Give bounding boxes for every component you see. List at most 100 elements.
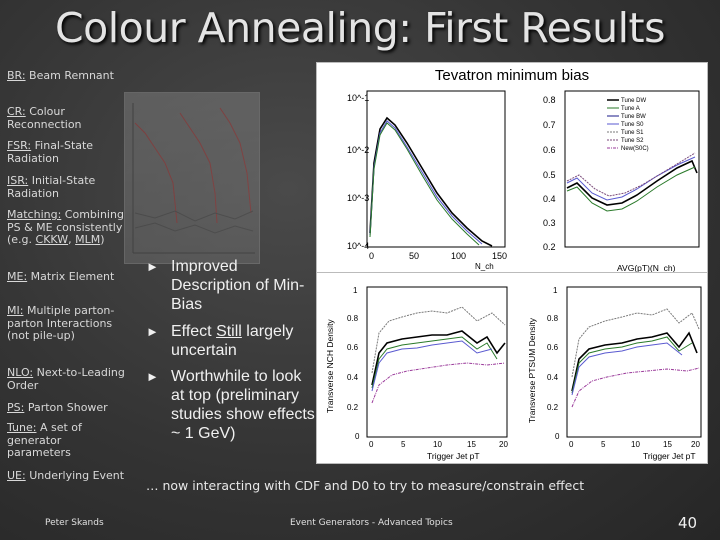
ptsum-density-plot: Transverse PTSUM Density 1 0.8 0.6 0.4 0…	[527, 286, 702, 461]
nch-y-tick-0.2: 0.2	[347, 403, 359, 412]
plot-top-title: Tevatron minimum bias	[434, 67, 590, 84]
legend-s2: Tune S2	[621, 138, 644, 144]
ptsum-curve-s0	[571, 342, 683, 396]
y-tick-0.8: 0.8	[543, 95, 556, 105]
ptsum-curve-new	[571, 367, 700, 408]
bullet-improved: ► Improved Description of Min-Bias	[146, 258, 305, 313]
glossary-ps: PS: Parton Shower	[7, 401, 108, 414]
plot-bottom-svg: Transverse NCH Density 1 0.8 0.6 0.4 0.2…	[325, 286, 702, 461]
glossary-matching: Matching: Combining PS & ME consistently…	[7, 208, 124, 246]
ptsum-x-tick-5: 5	[601, 440, 606, 449]
background-photo	[124, 92, 260, 264]
plot-panel-top: Tevatron minimum bias 10^-1 10^-2 10^-3 …	[316, 62, 708, 274]
multiplicity-frame	[366, 90, 506, 248]
legend-s1: Tune S1	[621, 130, 644, 136]
plot-panel-bottom: Transverse NCH Density 1 0.8 0.6 0.4 0.2…	[316, 272, 708, 464]
legend-s0: Tune S0	[621, 122, 644, 128]
avg-pt-frame	[564, 90, 700, 248]
x-label-avgpt: AVG(pT)(N_ch)	[617, 263, 676, 273]
glossary-fsr: FSR: Final-State Radiation	[7, 139, 94, 165]
ptsum-y-tick-0.6: 0.6	[547, 343, 559, 352]
glossary-br: BR: Beam Remnant	[7, 69, 114, 82]
bullet-worthwhile: ► Worthwhile to look at top (preliminary…	[146, 368, 315, 442]
ptsum-y-tick-0.4: 0.4	[547, 373, 559, 382]
bullet-uncertain-text: Effect Still largely uncertain	[171, 323, 294, 359]
legend-new: New(S0C)	[621, 146, 649, 152]
plot-top-svg: 10^-1 10^-2 10^-3 10^-4 0 50 100 150 N_c…	[347, 90, 700, 273]
y-tick-1e-4: 10^-4	[347, 241, 369, 251]
ptsum-x-tick-0: 0	[569, 440, 574, 449]
glossary-me: ME: Matrix Element	[7, 270, 115, 283]
legend-bw: Tune BW	[621, 114, 646, 120]
nch-curve-s0	[371, 340, 493, 392]
x-label-nch: N_ch	[475, 262, 494, 271]
footer-talk-title: Event Generators - Advanced Topics	[290, 518, 453, 528]
y-tick-0.6: 0.6	[543, 145, 556, 155]
y-tick-1e-2: 10^-2	[347, 145, 369, 155]
ptsum-curve-s1	[571, 308, 700, 378]
glossary-cr: CR: Colour Reconnection	[7, 105, 82, 131]
ptsum-y-tick-0.8: 0.8	[547, 314, 559, 323]
nch-x-tick-15: 15	[467, 440, 476, 449]
nch-curve-s1	[371, 306, 506, 374]
nch-curve-a	[371, 336, 498, 389]
ptsum-y-tick-1: 1	[553, 286, 558, 295]
nch-x-tick-0: 0	[369, 440, 374, 449]
glossary-mi: MI: Multiple parton-parton Interactions …	[7, 304, 115, 342]
y-tick-0.5: 0.5	[543, 170, 556, 180]
y-label-nch-density: Transverse NCH Density	[325, 319, 335, 413]
ptsum-x-tick-10: 10	[631, 440, 640, 449]
glossary-isr: ISR: Initial-State Radiation	[7, 174, 96, 200]
nch-density-plot: Transverse NCH Density 1 0.8 0.6 0.4 0.2…	[325, 286, 508, 461]
slide-title: Colour Annealing: First Results	[55, 4, 665, 52]
glossary-tune: Tune: A set of generator parameters	[7, 421, 82, 459]
x-tick-50: 50	[409, 251, 419, 261]
bullet-uncertain: ► Effect Still largely uncertain	[146, 322, 318, 360]
y-label-ptsum-density: Transverse PTSUM Density	[527, 317, 537, 423]
footer-author: Peter Skands	[45, 518, 104, 528]
nch-x-tick-20: 20	[499, 440, 508, 449]
ptsum-y-tick-0.2: 0.2	[547, 403, 559, 412]
nch-y-tick-0: 0	[355, 432, 360, 441]
nch-x-tick-5: 5	[401, 440, 406, 449]
nch-x-label: Trigger Jet pT	[427, 451, 480, 461]
legend: Tune DW Tune A Tune BW Tune S0 Tune S1 T…	[607, 98, 649, 152]
x-tick-0: 0	[369, 251, 374, 261]
ptsum-density-frame	[566, 286, 702, 438]
avg-pt-curve-dw	[566, 159, 698, 206]
y-tick-0.2: 0.2	[543, 242, 556, 252]
photo-sketch	[132, 103, 255, 254]
legend-a: Tune A	[621, 106, 640, 112]
bullet-arrow-icon: ►	[146, 259, 159, 274]
glossary-nlo: NLO: Next-to-Leading Order	[7, 366, 125, 392]
y-tick-1e-1: 10^-1	[347, 93, 369, 103]
avg-pt-plot: 0.8 0.7 0.6 0.5 0.4 0.3 0.2 AVG(pT)(N_ch…	[543, 90, 700, 273]
y-tick-0.4: 0.4	[543, 194, 556, 204]
ptsum-curve-a	[571, 336, 693, 394]
y-tick-1e-3: 10^-3	[347, 193, 369, 203]
multiplicity-curve-dw	[369, 116, 493, 247]
note-text: … now interacting with CDF and D0 to try…	[146, 478, 585, 493]
nch-curve-dw	[371, 330, 506, 386]
y-tick-0.3: 0.3	[543, 218, 556, 228]
page-number: 40	[678, 514, 698, 532]
ptsum-x-tick-15: 15	[663, 440, 672, 449]
avg-pt-curve-a	[566, 166, 696, 212]
x-tick-100: 100	[451, 251, 466, 261]
ptsum-x-tick-20: 20	[691, 440, 700, 449]
ptsum-y-tick-0: 0	[555, 432, 560, 441]
nch-x-tick-10: 10	[433, 440, 442, 449]
avg-pt-curve-s0	[566, 156, 696, 201]
ptsum-curve-dw	[571, 331, 698, 392]
multiplicity-curve-a	[369, 122, 480, 246]
nch-y-tick-0.4: 0.4	[347, 373, 359, 382]
bullet-arrow-icon: ►	[146, 324, 159, 339]
legend-dw: Tune DW	[621, 98, 646, 104]
glossary-ue: UE: Underlying Event	[7, 469, 125, 482]
nch-y-tick-0.6: 0.6	[347, 343, 359, 352]
multiplicity-plot: 10^-1 10^-2 10^-3 10^-4 0 50 100 150 N_c…	[347, 90, 507, 271]
x-tick-150: 150	[492, 251, 507, 261]
avg-pt-curve-s2	[566, 152, 696, 197]
nch-density-frame	[366, 286, 508, 438]
bullet-arrow-icon: ►	[146, 369, 159, 384]
